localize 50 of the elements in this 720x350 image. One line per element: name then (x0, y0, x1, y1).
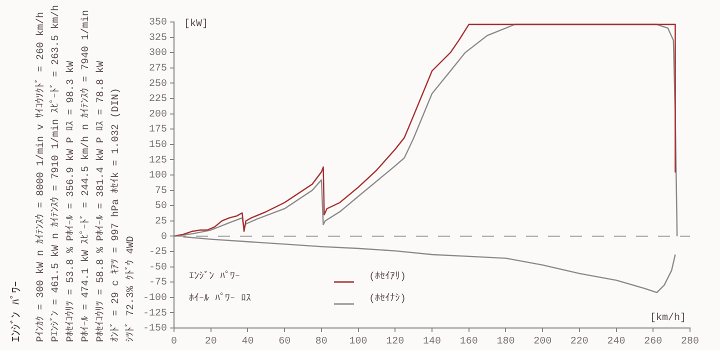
y-tick-label: 175 (148, 124, 168, 136)
y-tick-label: 125 (148, 155, 168, 166)
y-tick-label: 200 (148, 109, 168, 120)
text: Pｴﾝｼﾞﾝ = 461.5 kW n ｶｲﾃﾝｽｳ = 7910 1/min ｽﾋﾟｰﾄﾞ = 263.5 km/h (51, 4, 62, 342)
annotation: ｴﾝｼﾞﾝ ﾊﾟﾜｰ (189, 270, 240, 283)
y-tick-label: -150 (142, 324, 168, 335)
text: Pﾎｾｲｺｳﾘﾂ = 53.8 % Pﾎｲｰﾙ = 356.9 kW P ﾛｽ = 98.3 kW (66, 60, 77, 342)
y-tick-label: 350 (148, 18, 168, 29)
y-tick-label: -25 (148, 247, 168, 258)
x-tick-label: 120 (386, 336, 404, 348)
annotation: ﾎｲｰﾙ ﾊﾟﾜｰ ﾛｽ (189, 292, 252, 305)
y-tick-label: 150 (148, 140, 168, 152)
y-tick-label: 75 (154, 186, 168, 197)
x-tick-label: 240 (607, 336, 626, 348)
y-tick-label: 300 (148, 48, 168, 60)
x-tick-label: 220 (570, 336, 588, 348)
x-axis-title: [km/h] (650, 312, 686, 324)
y-tick-label: -100 (142, 293, 168, 304)
x-tick-label: 0 (170, 336, 178, 348)
legend-label: (ﾎｾｲｱﾘ) (369, 270, 406, 283)
x-tick-label: 20 (204, 336, 217, 348)
text: Pﾎｲｰﾙ = 474.1 kW ｽﾋﾟｰﾄﾞ = 244.5 km/h n ｶｲﾃﾝｽｳ = 7940 1/min (81, 10, 92, 342)
x-tick-label: 140 (422, 336, 442, 348)
text: ｵﾝﾄﾞ = 29 c ｷｱﾂ = 997 hPa ﾎｾｲk = 1.032 (DIN) (111, 88, 122, 342)
x-tick-label: 200 (534, 336, 552, 348)
x-tick-label: 260 (644, 336, 662, 348)
x-tick-label: 160 (460, 336, 478, 348)
x-tick-label: 180 (496, 336, 515, 348)
y-tick-label: 250 (148, 78, 168, 90)
legend-label: (ﾎｾｲﾅｼ) (369, 292, 406, 305)
y-tick-label: 0 (160, 232, 168, 243)
x-tick-label: 80 (315, 336, 328, 348)
y-tick-label: 100 (148, 170, 168, 182)
x-tick-label: 60 (278, 336, 291, 348)
y-tick-label: -75 (148, 278, 168, 289)
x-tick-label: 280 (680, 336, 700, 348)
y-tick-label: 325 (148, 32, 168, 44)
y-tick-label: 50 (154, 201, 168, 212)
text: ｼﾂﾄﾞ 72.3% ｸﾄﾞｳ 4WD (126, 236, 137, 342)
y-tick-label: -50 (148, 262, 168, 274)
y-tick-label: 225 (148, 94, 168, 106)
y-axis-title: [kW] (184, 18, 208, 30)
text: Pｲﾝｶｸ = 300 kW n ｶｲﾃﾝｽｳ = 8000 1/min v ｻｲｺｳｿｸﾄﾞ = 260 km/h (36, 12, 47, 342)
text: ｴﾝｼﾞﾝ ﾊﾟﾜｰ (10, 280, 24, 342)
y-tick-label: 25 (154, 216, 168, 228)
text: Pﾎｾｲｺｳﾘﾂ = 58.8 % Pﾎｲｰﾙ = 381.4 kW P ﾛｽ = 78.8 kW (96, 60, 107, 342)
y-tick-label: -125 (142, 308, 168, 320)
x-tick-label: 40 (242, 336, 254, 348)
x-tick-label: 100 (349, 336, 368, 348)
y-tick-label: 275 (148, 64, 168, 75)
